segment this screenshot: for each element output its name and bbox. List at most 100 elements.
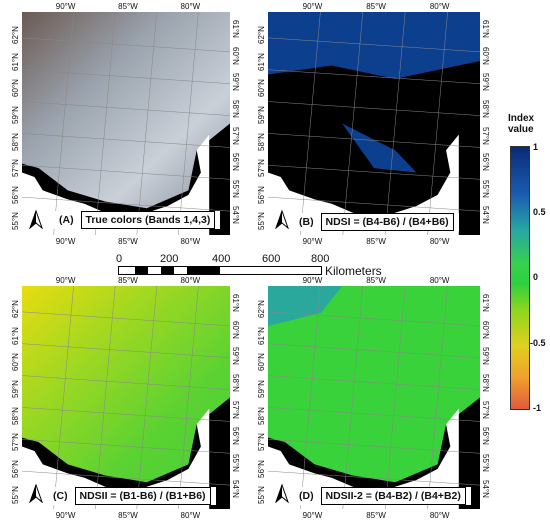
scale-tick-800: 800 [311,253,330,265]
lat-label-left: 58°N [11,406,20,425]
lat-label-right: 55°N [481,453,490,472]
lat-label-left: 57°N [257,159,266,178]
lat-label-right: 60°N [231,46,240,65]
lon-label-bottom: 90°W [55,511,76,520]
land-mask [268,408,459,509]
graticule-lon-line [178,12,199,235]
graticule-lat-line [268,407,480,422]
colorbar-title-line2: value [508,124,534,135]
lon-label-bottom: 80°W [429,511,450,520]
lat-label-left: 60°N [257,353,266,372]
lat-label-right: 56°N [231,153,240,171]
lat-label-right: 57°N [481,400,490,419]
graticule-lon-line [300,286,321,509]
land-mask [22,408,210,509]
lat-label-left: 60°N [11,353,20,372]
lon-label-bottom: 80°W [180,237,201,246]
lat-label-left: 55°N [11,212,20,231]
colorbar-tick-neg1: -1 [533,403,542,413]
graticule-lon-line [300,12,321,235]
graticule-lon-line [94,286,116,509]
lat-label-right: 58°N [231,99,240,118]
lon-label-bottom: 85°W [366,237,386,246]
lat-label-left: 55°N [257,212,266,231]
land-mask [268,134,459,235]
lon-label-top: 90°W [55,276,76,285]
colorbar [510,146,530,410]
lon-label-bottom: 85°W [118,237,138,246]
lon-label-top: 90°W [55,2,76,11]
lat-label-left: 61°N [257,326,266,345]
lon-label-top: 80°W [429,276,450,285]
lat-label-right: 56°N [481,427,490,445]
graticule-lat-line [22,165,230,180]
map-image-d [268,286,480,509]
graticule-lat-line [22,133,230,148]
lat-label-right: 59°N [481,73,490,92]
map-svg-b [268,12,480,235]
graticule-lat-line [22,439,230,454]
graticule-lat-line [22,311,230,327]
graticule-lat-line [268,37,480,53]
lon-label-top: 90°W [302,2,323,11]
bay-area [22,12,230,209]
graticule-lon-line [342,12,364,235]
lon-label-top: 85°W [366,2,386,11]
lat-label-left: 55°N [257,486,266,505]
lat-label-left: 59°N [11,380,20,398]
ndsi-snow-patch [342,123,417,173]
lat-label-right: 58°N [481,99,490,118]
north-arrow-icon: N [274,474,290,504]
lon-label-top: 85°W [366,276,386,285]
lat-label-right: 55°N [231,179,240,198]
lat-label-left: 57°N [257,433,266,452]
graticule-lat-line [22,37,230,53]
lat-label-right: 61°N [481,20,490,38]
lat-label-right: 61°N [231,294,240,312]
lat-label-left: 56°N [257,459,266,478]
lon-label-bottom: 85°W [366,511,386,520]
colorbar-tick-neg0.5: -0.5 [530,338,546,348]
lon-label-bottom: 85°W [118,511,138,520]
lat-label-right: 57°N [481,126,490,145]
lat-label-right: 55°N [481,179,490,198]
panel-caption-a: (A) True colors (Bands 1,4,3) [54,211,221,229]
lat-label-left: 58°N [11,132,20,151]
graticule-lat-line [268,343,480,358]
map-svg-c [22,286,230,509]
colorbar-tick-0.5: 0.5 [533,207,546,217]
graticule-lat-line [268,311,480,327]
lat-label-right: 54°N [481,480,490,499]
lon-label-bottom: 80°W [180,511,201,520]
lat-label-right: 60°N [231,320,240,339]
lat-label-right: 54°N [231,206,240,225]
north-label: N [279,474,285,483]
graticule-lat-line [22,407,230,422]
graticule-lon-line [136,12,158,235]
lat-label-right: 56°N [231,427,240,445]
lon-label-bottom: 90°W [302,511,323,520]
colorbar-tick-0: 0 [533,272,539,282]
graticule-lat-line [268,439,480,454]
bay-area [22,286,230,483]
lat-label-right: 58°N [481,373,490,392]
lat-label-right: 55°N [231,453,240,472]
lat-label-left: 62°N [257,26,266,44]
graticule-lon-line [384,12,406,235]
lat-label-right: 57°N [231,400,240,419]
lat-label-left: 60°N [257,79,266,98]
ndsi-snow-area [268,12,480,79]
lat-label-right: 60°N [481,320,490,339]
lat-label-left: 55°N [11,486,20,505]
graticule-lat-line [22,101,230,116]
lat-label-right: 61°N [231,20,240,38]
lat-label-left: 61°N [257,52,266,71]
lon-label-top: 80°W [180,2,201,11]
lat-label-left: 59°N [257,380,266,398]
graticule-lon-line [178,286,199,509]
lat-label-right: 54°N [481,206,490,225]
graticule-lon-line [427,12,448,235]
bay-area [268,286,480,483]
lon-label-top: 80°W [180,276,201,285]
lat-label-left: 58°N [257,132,266,151]
